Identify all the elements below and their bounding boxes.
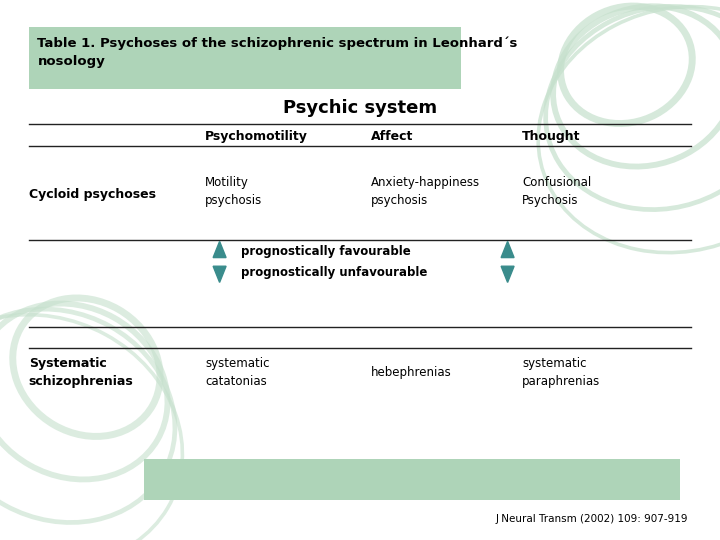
Text: hebephrenias: hebephrenias	[371, 366, 451, 379]
Text: J Neural Transm (2002) 109: 907-919: J Neural Transm (2002) 109: 907-919	[495, 515, 688, 524]
Polygon shape	[213, 266, 226, 282]
Text: Systematic
schizophrenias: Systematic schizophrenias	[29, 357, 133, 388]
Text: prognostically unfavourable: prognostically unfavourable	[241, 266, 428, 279]
FancyBboxPatch shape	[29, 27, 461, 89]
Text: Thought: Thought	[522, 130, 580, 143]
Text: Motility
psychosis: Motility psychosis	[205, 176, 263, 207]
Text: Anxiety-happiness
psychosis: Anxiety-happiness psychosis	[371, 176, 480, 207]
Polygon shape	[213, 241, 226, 258]
Text: Cycloid psychoses: Cycloid psychoses	[29, 188, 156, 201]
Text: prognostically favourable: prognostically favourable	[241, 245, 411, 258]
Text: systematic
catatonias: systematic catatonias	[205, 357, 270, 388]
FancyBboxPatch shape	[144, 459, 680, 500]
Text: Psychic system: Psychic system	[283, 99, 437, 117]
Polygon shape	[501, 266, 514, 282]
Text: systematic
paraphrenias: systematic paraphrenias	[522, 357, 600, 388]
Polygon shape	[501, 241, 514, 258]
Text: Confusional
Psychosis: Confusional Psychosis	[522, 176, 591, 207]
Text: Table 1. Psychoses of the schizophrenic spectrum in Leonhard´s
nosology: Table 1. Psychoses of the schizophrenic …	[37, 37, 518, 68]
Text: Psychomotility: Psychomotility	[205, 130, 308, 143]
Text: Affect: Affect	[371, 130, 413, 143]
